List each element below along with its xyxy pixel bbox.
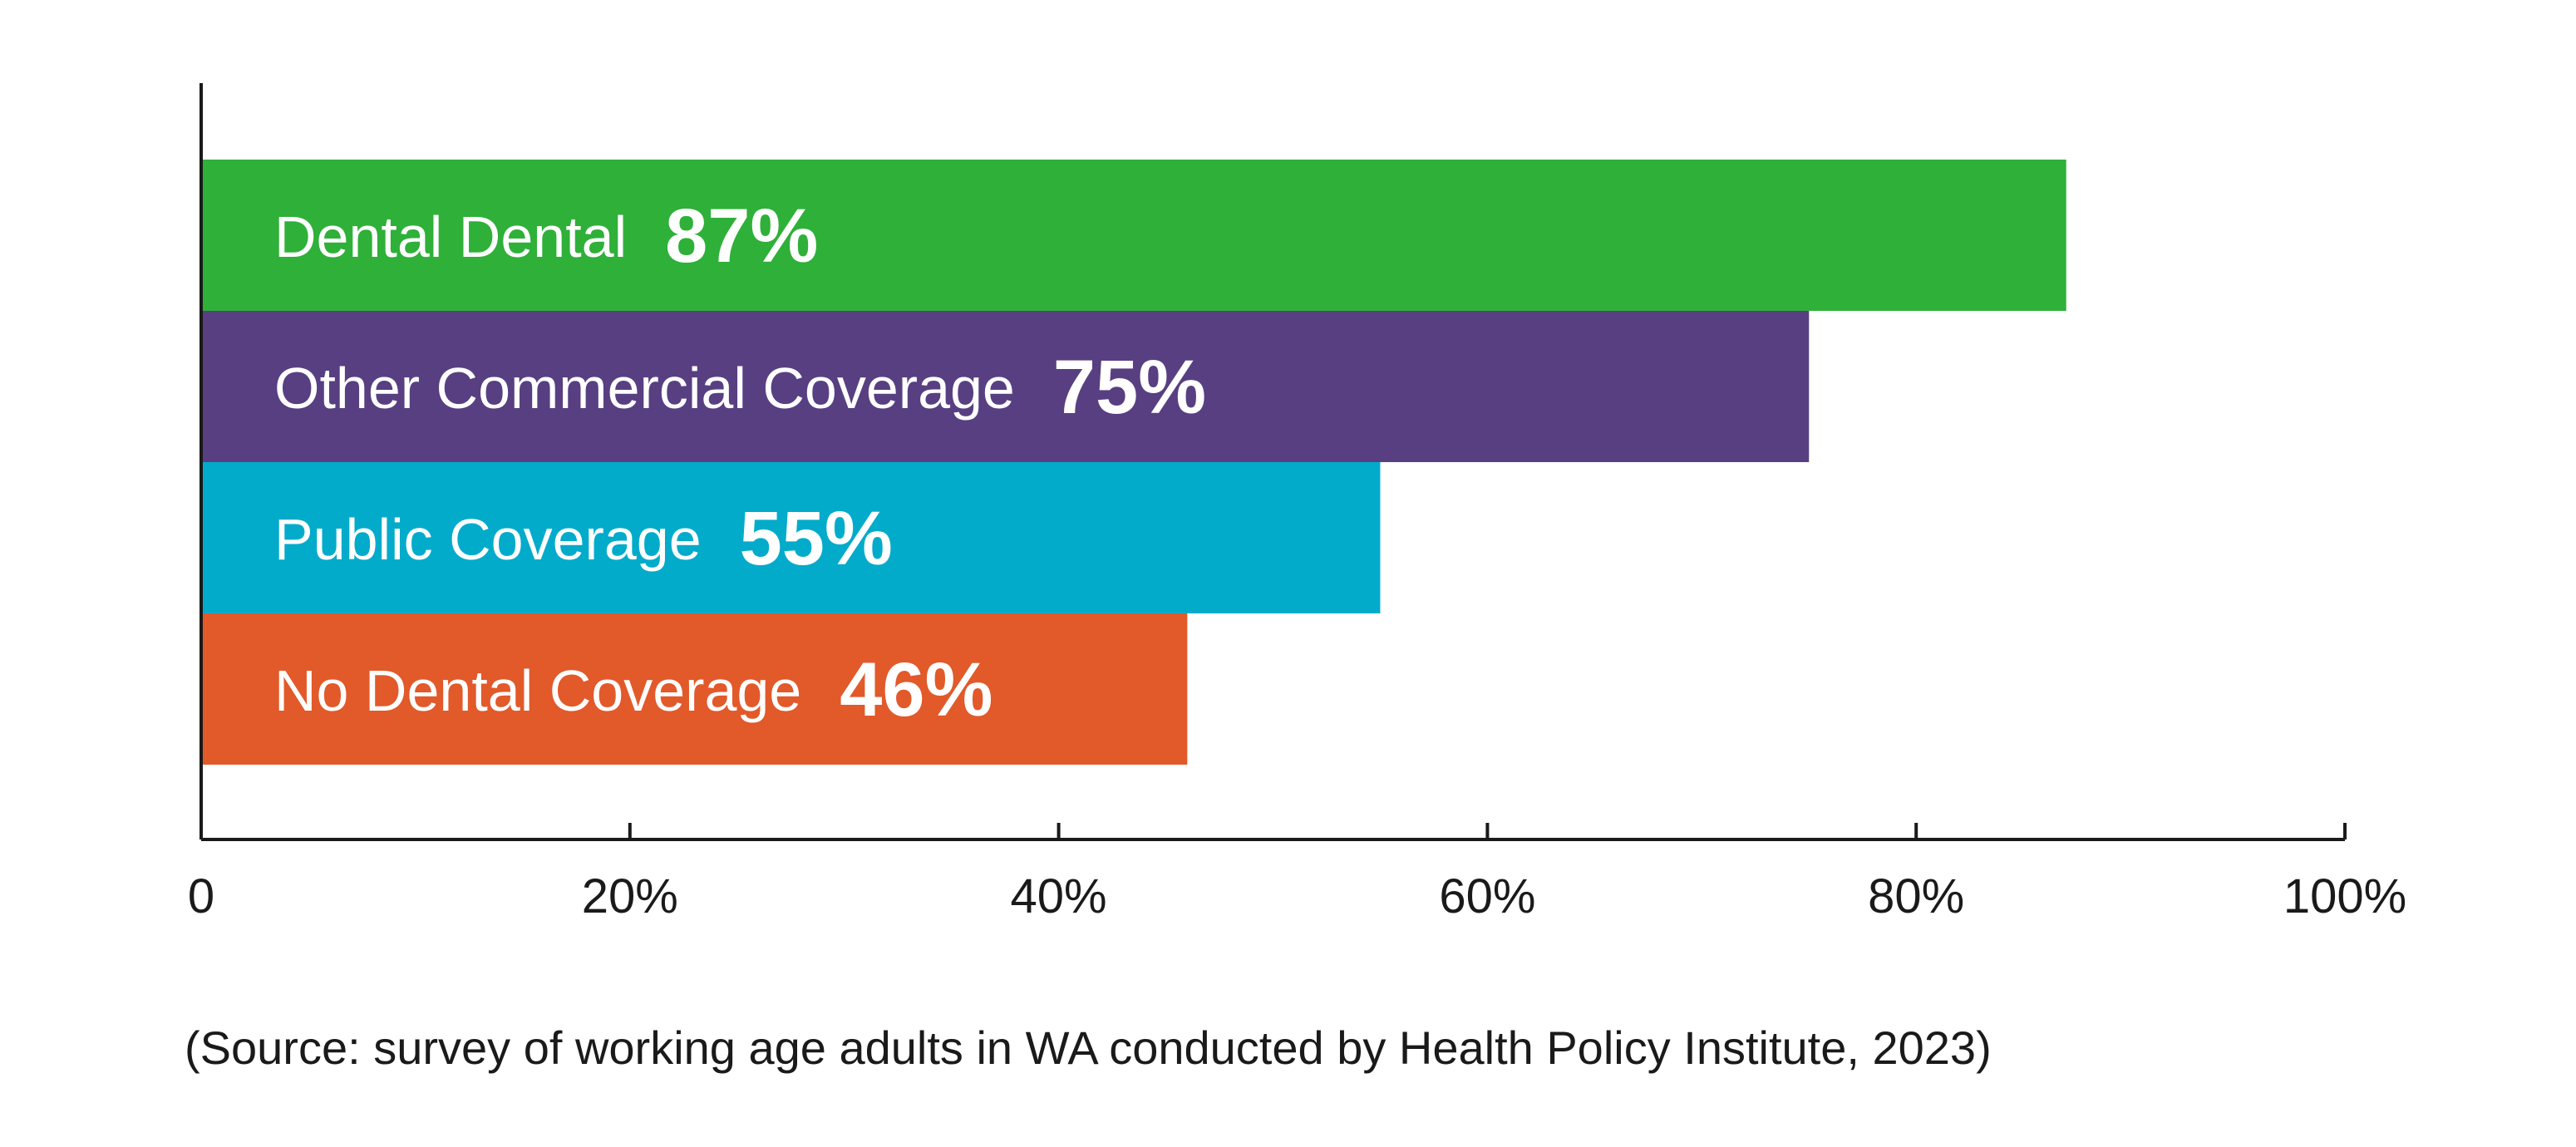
bar-value-label: 75% <box>1053 345 1206 430</box>
source-note: (Source: survey of working age adults in… <box>185 1021 1992 1074</box>
bars-group <box>201 160 2066 765</box>
x-tick-label: 60% <box>1439 869 1535 923</box>
bar-category-label: Other Commercial Coverage <box>274 356 1015 421</box>
x-axis <box>199 83 2345 841</box>
bar-2 <box>201 462 1381 613</box>
x-tick-label: 40% <box>1011 869 1107 923</box>
bar-value-label: 55% <box>740 496 893 581</box>
bar-3 <box>201 613 1188 765</box>
bar-value-label: 46% <box>840 647 992 732</box>
bar-category-label: Public Coverage <box>274 507 702 572</box>
x-tick-label: 80% <box>1868 869 1964 923</box>
bar-0 <box>201 160 2066 311</box>
bar-value-label: 87% <box>665 194 818 278</box>
bar-labels-group: Dental Dental 87% Other Commercial Coverag… <box>274 194 1206 732</box>
x-tick-label: 100% <box>2283 869 2406 923</box>
bar-category-label: No Dental Coverage <box>274 658 801 723</box>
x-tick-label: 20% <box>582 869 678 923</box>
x-ticks-group: 0 20% 40% 60% 80% 100% <box>188 823 2406 923</box>
bar-category-label: Dental Dental <box>274 204 627 269</box>
x-tick-label: 0 <box>188 869 214 923</box>
bar-1 <box>201 311 1810 462</box>
